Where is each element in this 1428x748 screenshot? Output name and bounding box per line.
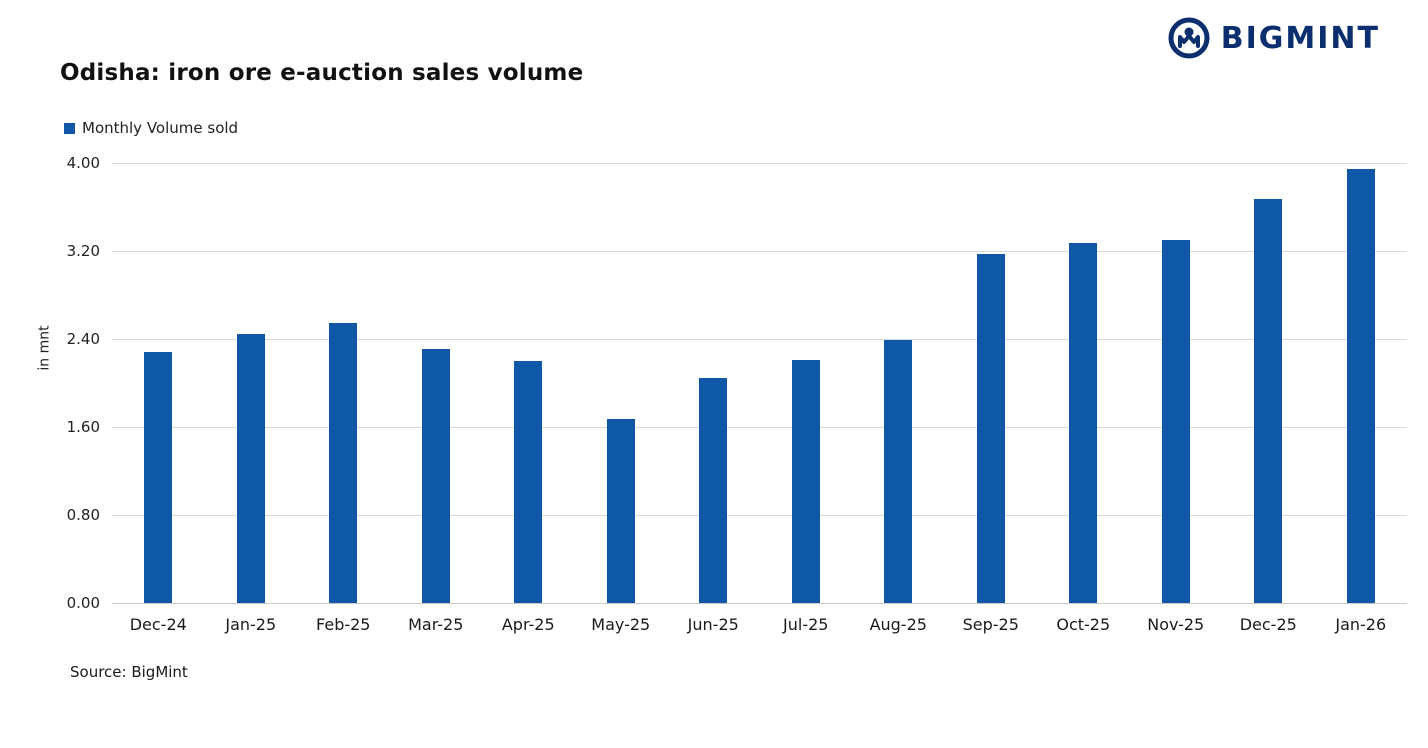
bar-slot [760, 163, 853, 603]
bar-Apr-25 [514, 361, 543, 603]
x-axis-label: Jan-26 [1335, 615, 1387, 634]
bar-slot [1037, 163, 1130, 603]
bar-Mar-25 [421, 348, 450, 603]
y-tick-label: 1.60 [66, 418, 100, 436]
gridline [112, 163, 1407, 164]
brand-name: BIGMINT [1220, 20, 1380, 56]
bar-Jan-25 [236, 333, 265, 603]
legend-swatch-icon [64, 122, 75, 134]
x-axis-label: Oct-25 [1056, 615, 1111, 634]
x-axis-label: Feb-25 [316, 615, 371, 634]
y-tick-label: 4.00 [66, 154, 100, 172]
bar-slot [112, 163, 205, 603]
bar-slot [205, 163, 298, 603]
x-axis-label: Jun-25 [687, 615, 739, 634]
bar-slot [1315, 163, 1408, 603]
gridline [112, 251, 1407, 252]
y-tick-label: 0.80 [66, 506, 100, 524]
y-tick-label: 3.20 [66, 242, 100, 260]
y-tick-label: 2.40 [66, 330, 100, 348]
bar-Jun-25 [699, 377, 728, 603]
bar-Sep-25 [976, 254, 1005, 603]
gridline [112, 339, 1407, 340]
x-axis-label: Nov-25 [1147, 615, 1205, 634]
x-axis-label: Aug-25 [869, 615, 927, 634]
bar-slot [852, 163, 945, 603]
bar-Jul-25 [791, 359, 820, 603]
gridline [112, 515, 1407, 516]
bar-slot [482, 163, 575, 603]
bar-Oct-25 [1069, 243, 1098, 603]
x-axis-label: Dec-24 [129, 615, 187, 634]
y-tick-label: 0.00 [66, 594, 100, 612]
x-axis-label: Dec-25 [1239, 615, 1297, 634]
gridline [112, 427, 1407, 428]
bar-slot [1130, 163, 1223, 603]
bar-slot [667, 163, 760, 603]
x-axis-label: Apr-25 [501, 615, 555, 634]
bigmint-logo: BIGMINT [1167, 16, 1380, 60]
bars-row [112, 163, 1407, 603]
bar-May-25 [606, 419, 635, 603]
bigmint-logo-icon [1168, 17, 1210, 59]
bar-Feb-25 [329, 322, 358, 603]
bar-slot [575, 163, 668, 603]
bar-slot [945, 163, 1038, 603]
page-title: Odisha: iron ore e-auction sales volume [60, 60, 584, 86]
x-axis-label: May-25 [591, 615, 651, 634]
legend: Monthly Volume sold [64, 119, 238, 137]
bar-slot [1222, 163, 1315, 603]
plot-area [112, 163, 1407, 604]
bar-Nov-25 [1161, 240, 1190, 603]
legend-label: Monthly Volume sold [82, 119, 239, 137]
bar-Dec-25 [1254, 199, 1283, 603]
x-axis-labels: Dec-24 Jan-25 Feb-25 Mar-25 Apr-25 May-25 Jun-… [112, 615, 1407, 634]
bar-Aug-25 [884, 340, 913, 603]
bar-slot [297, 163, 390, 603]
x-axis-label: Jul-25 [783, 615, 829, 634]
bar-Dec-24 [144, 352, 173, 603]
bar-Jan-26 [1346, 168, 1375, 603]
x-axis-label: Jan-25 [225, 615, 277, 634]
x-axis-label: Sep-25 [962, 615, 1019, 634]
gridline [112, 603, 1407, 604]
x-axis-label: Mar-25 [408, 615, 464, 634]
source-note: Source: BigMint [70, 663, 188, 681]
bar-slot [390, 163, 483, 603]
